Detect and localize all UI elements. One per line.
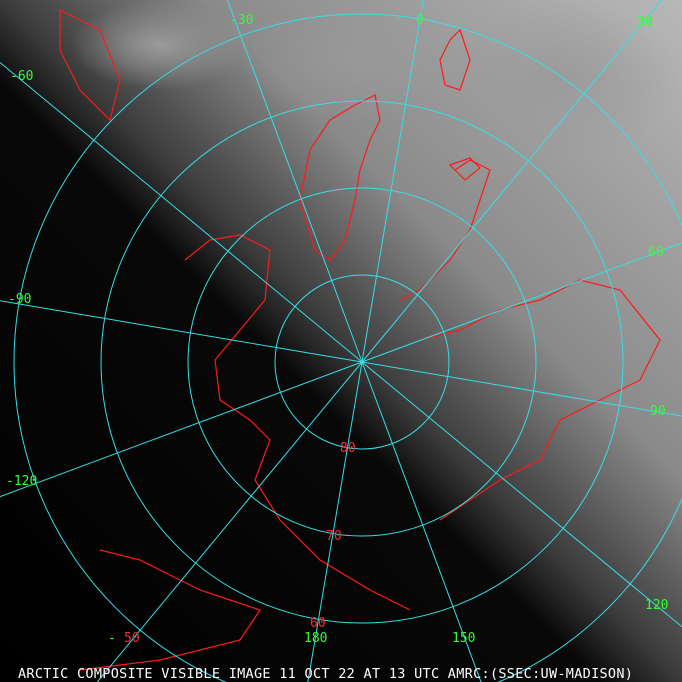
meridian--120 (0, 361, 363, 498)
coastline-baffin (59, 9, 121, 122)
meridian-30 (361, 0, 662, 363)
latitude-circle-60 (100, 100, 624, 624)
coastline-greenland (299, 94, 381, 261)
lon-label-0: 0 (416, 13, 424, 28)
lon-label-120: 120 (645, 598, 668, 613)
lon-label-150: 150 (452, 631, 475, 646)
lat-label-50: 50 (124, 631, 140, 646)
coastline-alaska (79, 549, 261, 671)
meridian--30 (226, 0, 363, 363)
lon-label-90: 90 (650, 404, 666, 419)
lon-label-minus30: -30 (230, 13, 253, 28)
lon-label-180: 180 (304, 631, 327, 646)
lon-label-minus120: -120 (6, 474, 37, 489)
lon-label-60: 60 (648, 245, 664, 260)
coastline-canada (184, 234, 411, 611)
lon-label-minus60: -60 (10, 69, 33, 84)
cloud-mass (240, 0, 480, 120)
meridian-150 (361, 361, 482, 682)
lon-label-dash: - (108, 631, 116, 646)
meridian-90 (361, 361, 682, 417)
meridian--90 (0, 300, 363, 363)
lat-label-60: 60 (310, 616, 326, 631)
coastlines (59, 9, 661, 671)
meridian--150 (96, 361, 363, 682)
cloud-mass (440, 0, 680, 160)
lon-label-30: 30 (637, 15, 653, 30)
lat-label-70: 70 (326, 529, 342, 544)
latitude-circle-70 (187, 187, 537, 537)
graticule-labels: -30 0 30 60 90 120 150 180 -120 -90 -60 … (6, 13, 668, 646)
latitude-circle-50 (13, 13, 682, 682)
meridian-0 (361, 0, 424, 363)
meridian-60 (361, 242, 682, 363)
lon-label-minus90: -90 (8, 292, 31, 307)
image-caption: ARCTIC COMPOSITE VISIBLE IMAGE 11 OCT 22… (18, 666, 634, 682)
meridian--60 (0, 62, 363, 363)
latitude-circle-80 (274, 274, 450, 450)
coastline-iceland (448, 157, 481, 181)
cloud-swirl (70, 0, 250, 90)
meridian-180 (307, 361, 363, 682)
coastline-britain (439, 28, 471, 91)
meridian-120 (361, 361, 682, 628)
lat-label-80: 80 (340, 441, 356, 456)
